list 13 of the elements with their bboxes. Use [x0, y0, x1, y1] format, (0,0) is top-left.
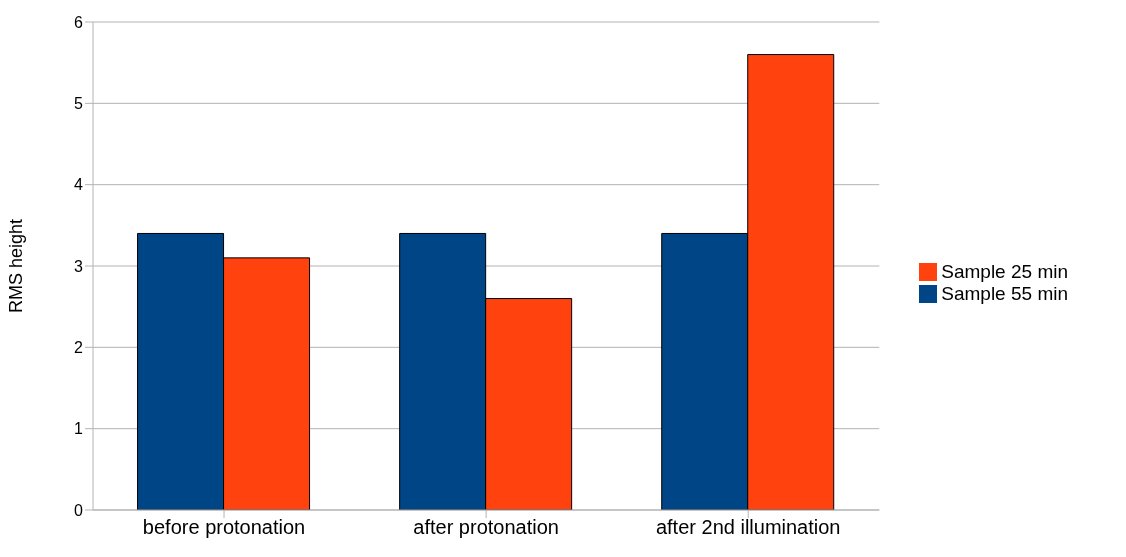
x-tick-label: before protonation: [142, 516, 306, 539]
x-tick-label: after 2nd illumination: [655, 516, 841, 539]
y-tick-label: 5: [74, 95, 84, 113]
legend-label: Sample 25 min: [941, 260, 1068, 282]
y-tick-label: 0: [74, 501, 84, 519]
y-axis-title: RMS height: [6, 218, 27, 314]
legend-label: Sample 55 min: [941, 282, 1068, 304]
x-tick-label: after protonation: [413, 516, 559, 539]
y-tick-label: 3: [74, 257, 84, 275]
y-tick-label: 6: [74, 13, 84, 31]
y-tick-label: 1: [74, 420, 84, 438]
y-tick-label: 4: [74, 176, 84, 194]
y-tick-label: 2: [74, 339, 84, 357]
